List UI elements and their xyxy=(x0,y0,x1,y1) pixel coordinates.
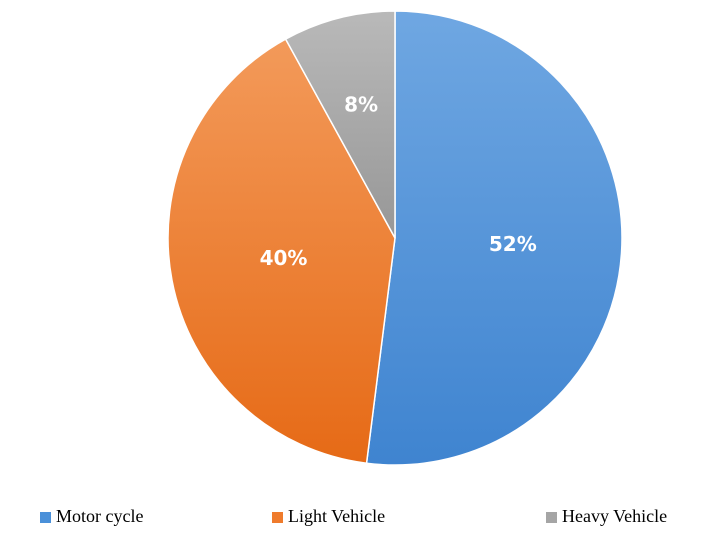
legend-item-motor-cycle: Motor cycle xyxy=(40,506,143,526)
pie-slice-motor-cycle xyxy=(365,10,623,466)
legend-item-heavy-vehicle: Heavy Vehicle xyxy=(546,506,667,526)
pie-slice-light-vehicle xyxy=(167,38,396,465)
data-label-motor-cycle: 52% xyxy=(489,232,537,256)
pie-slice-heavy-vehicle xyxy=(284,10,396,239)
legend-label: Heavy Vehicle xyxy=(562,506,667,526)
data-label-light-vehicle: 40% xyxy=(260,246,308,270)
data-label-heavy-vehicle: 8% xyxy=(344,93,378,117)
legend-label: Motor cycle xyxy=(56,506,143,526)
pie-slices xyxy=(167,10,623,466)
legend-item-light-vehicle: Light Vehicle xyxy=(272,506,385,526)
legend-swatch xyxy=(272,512,283,523)
legend-swatch xyxy=(546,512,557,523)
pie-labels: 52% 40% 8% xyxy=(260,93,537,270)
legend: Motor cycle Light Vehicle Heavy Vehicle xyxy=(40,506,667,526)
legend-label: Light Vehicle xyxy=(288,506,385,526)
legend-swatch xyxy=(40,512,51,523)
